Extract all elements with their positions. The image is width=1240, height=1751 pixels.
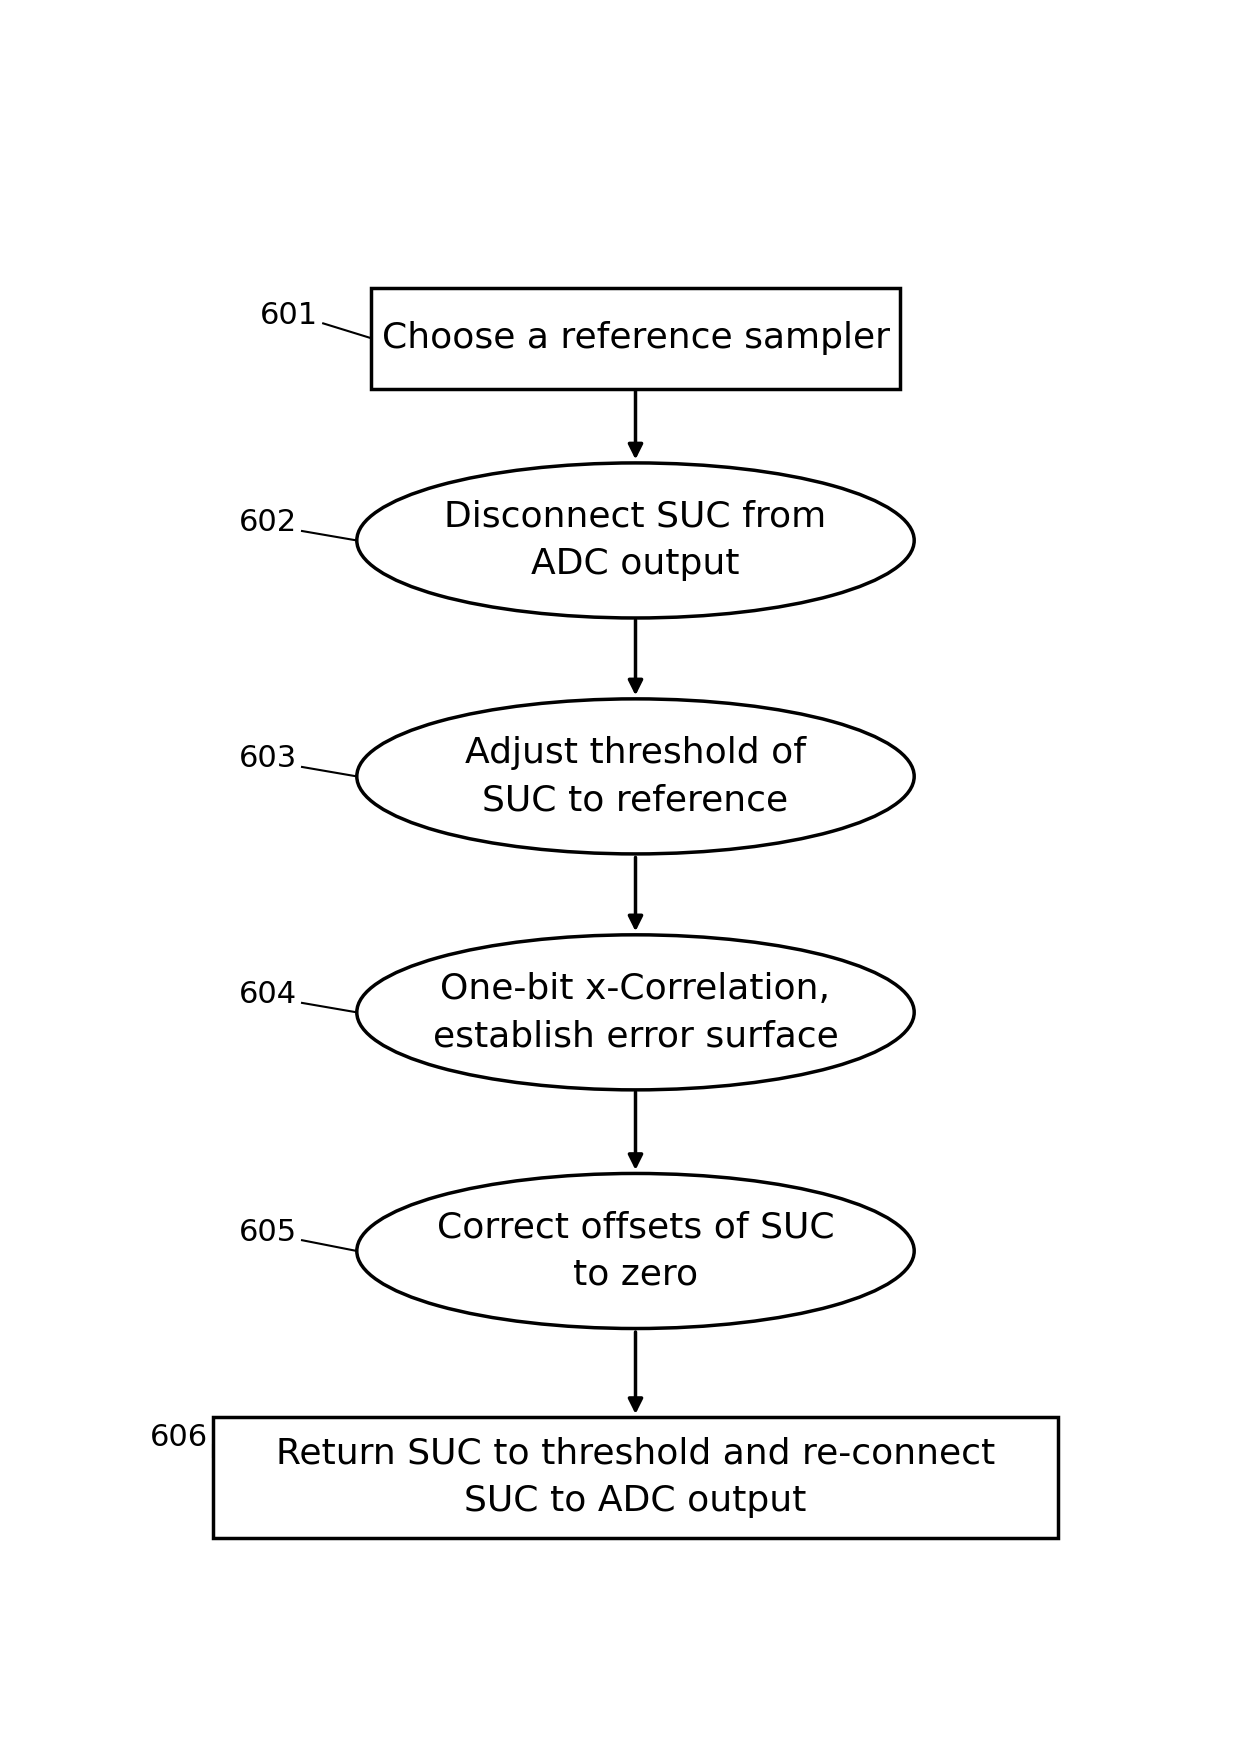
Ellipse shape — [357, 699, 914, 854]
Text: Correct offsets of SUC
to zero: Correct offsets of SUC to zero — [436, 1210, 835, 1292]
FancyBboxPatch shape — [213, 1417, 1058, 1537]
Text: 602: 602 — [239, 508, 298, 538]
Ellipse shape — [357, 1173, 914, 1329]
Text: 603: 603 — [239, 744, 298, 774]
Text: 606: 606 — [150, 1422, 208, 1452]
Text: Choose a reference sampler: Choose a reference sampler — [382, 320, 889, 355]
Ellipse shape — [357, 462, 914, 618]
Text: 604: 604 — [239, 981, 298, 1009]
Text: Disconnect SUC from
ADC output: Disconnect SUC from ADC output — [444, 499, 827, 581]
Ellipse shape — [357, 935, 914, 1089]
Text: Adjust threshold of
SUC to reference: Adjust threshold of SUC to reference — [465, 735, 806, 818]
Text: 605: 605 — [239, 1217, 298, 1247]
FancyBboxPatch shape — [371, 287, 900, 389]
Text: Return SUC to threshold and re-connect
SUC to ADC output: Return SUC to threshold and re-connect S… — [275, 1438, 996, 1518]
Text: 601: 601 — [260, 301, 319, 329]
Text: One-bit x-Correlation,
establish error surface: One-bit x-Correlation, establish error s… — [433, 972, 838, 1052]
